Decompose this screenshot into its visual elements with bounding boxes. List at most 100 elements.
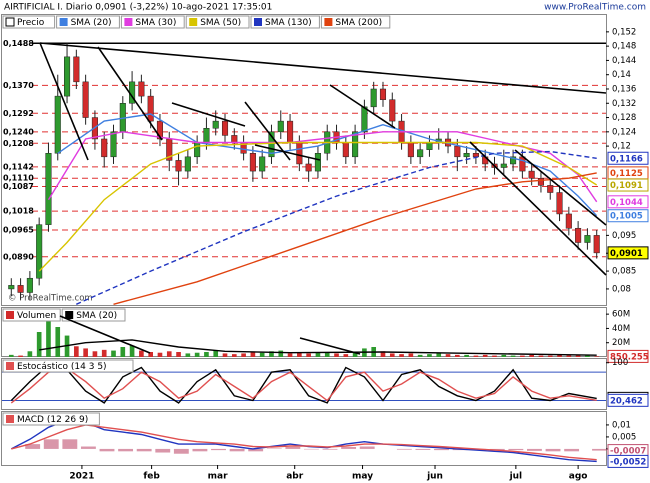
line-series	[39, 339, 597, 356]
y-tick-label: 0,14	[612, 70, 631, 80]
candle-body	[556, 192, 563, 215]
candle-body	[537, 177, 544, 186]
value-tag	[607, 195, 649, 209]
volume-bar	[55, 327, 61, 357]
y-tick-label: 0,085	[612, 267, 636, 277]
candle-body	[212, 120, 219, 129]
legend-swatch	[324, 18, 333, 26]
volume-bar	[510, 355, 516, 357]
volume-bar	[547, 355, 553, 357]
level-label-bg	[2, 251, 32, 262]
value-tag-label: -0,0007	[610, 447, 646, 457]
candle-body	[17, 285, 24, 293]
value-tag	[607, 349, 649, 363]
volume-bar	[231, 354, 237, 357]
value-tag	[607, 178, 649, 192]
value-tag-label: 0,1005	[610, 212, 643, 222]
level-label: 0,1488	[3, 39, 34, 48]
volume-bar	[241, 353, 246, 357]
legend-box	[120, 15, 185, 29]
histogram-bar	[173, 448, 189, 454]
volume-bar	[101, 349, 107, 357]
x-tick-label: abr	[286, 472, 304, 482]
level-label-bg	[2, 206, 32, 217]
volume-bar	[194, 352, 200, 357]
candle-body	[352, 131, 359, 158]
candle-body	[175, 160, 182, 172]
volume-bar	[464, 354, 469, 357]
candle-body	[361, 106, 368, 133]
candle-body	[584, 235, 591, 243]
line-series	[57, 113, 598, 217]
volume-bar	[269, 351, 274, 357]
histogram-bar	[564, 448, 580, 452]
legend-box	[56, 15, 120, 29]
volume-bar	[575, 355, 581, 357]
volume-bar	[334, 353, 339, 357]
histogram-bar	[341, 447, 357, 449]
legend-swatch	[65, 311, 74, 319]
candle-body	[510, 156, 517, 165]
volume-bar	[92, 351, 98, 357]
volume-bar	[324, 352, 330, 357]
volume-bar	[436, 353, 442, 357]
histogram-bar	[80, 446, 96, 449]
volume-bar	[36, 332, 42, 357]
y-tick-label: 0,12	[612, 142, 631, 152]
x-tick-label: feb	[143, 472, 160, 482]
candle-body	[110, 131, 117, 158]
histogram-bar	[229, 448, 245, 452]
candle-body	[73, 56, 80, 83]
y-tick-label: 0,144	[612, 56, 636, 66]
y-tick-label: 100	[612, 358, 628, 368]
legend-label: Volumen	[17, 311, 56, 321]
y-tick-label: 0,08	[612, 284, 631, 294]
level-label: 0,1370	[3, 81, 34, 90]
candle-body	[426, 142, 433, 150]
y-tick-label: 20M	[612, 338, 630, 348]
x-tick-label: 2021	[69, 472, 94, 482]
level-label-bg	[2, 225, 32, 236]
level-label: 0,1240	[3, 127, 34, 136]
histogram-bar	[25, 444, 41, 449]
legend-box	[2, 15, 56, 29]
histogram-bar	[118, 448, 134, 452]
candle-body	[268, 131, 275, 158]
volume-bar	[520, 355, 525, 357]
volume-bar	[399, 354, 404, 357]
y-tick-label: 0,095	[612, 231, 636, 241]
histogram-bar	[508, 448, 524, 451]
candle-body	[26, 277, 33, 293]
candle-body	[342, 142, 349, 158]
volume-bar	[315, 352, 321, 357]
candle-body	[296, 142, 303, 165]
candle-body	[593, 235, 600, 254]
volume-bar	[222, 353, 228, 357]
candle-body	[147, 95, 154, 122]
volume-bar	[83, 348, 88, 357]
histogram-bar	[248, 448, 264, 452]
volume-bar	[417, 354, 423, 357]
level-label: 0,1142	[3, 162, 34, 171]
volume-bar	[204, 352, 209, 357]
volume-bar	[111, 350, 116, 357]
volume-bar	[538, 355, 544, 357]
value-tag	[607, 209, 649, 223]
candle-body	[45, 153, 52, 225]
volume-bar	[427, 354, 432, 357]
volume-bar	[482, 354, 488, 357]
value-tag	[607, 151, 649, 165]
candle-body	[8, 285, 15, 290]
legend-swatch	[59, 18, 68, 26]
volume-bar	[501, 354, 507, 357]
candle-body	[454, 145, 461, 158]
legend-label: MACD (12 26 9)	[17, 415, 88, 425]
candle-body	[287, 120, 294, 143]
y-tick-label: 40M	[612, 324, 630, 334]
legend-label: SMA (130)	[265, 18, 312, 28]
volume-bar	[492, 355, 497, 357]
legend-box	[320, 15, 391, 29]
candle-body	[370, 88, 377, 108]
legend-label: SMA (50)	[200, 18, 241, 28]
